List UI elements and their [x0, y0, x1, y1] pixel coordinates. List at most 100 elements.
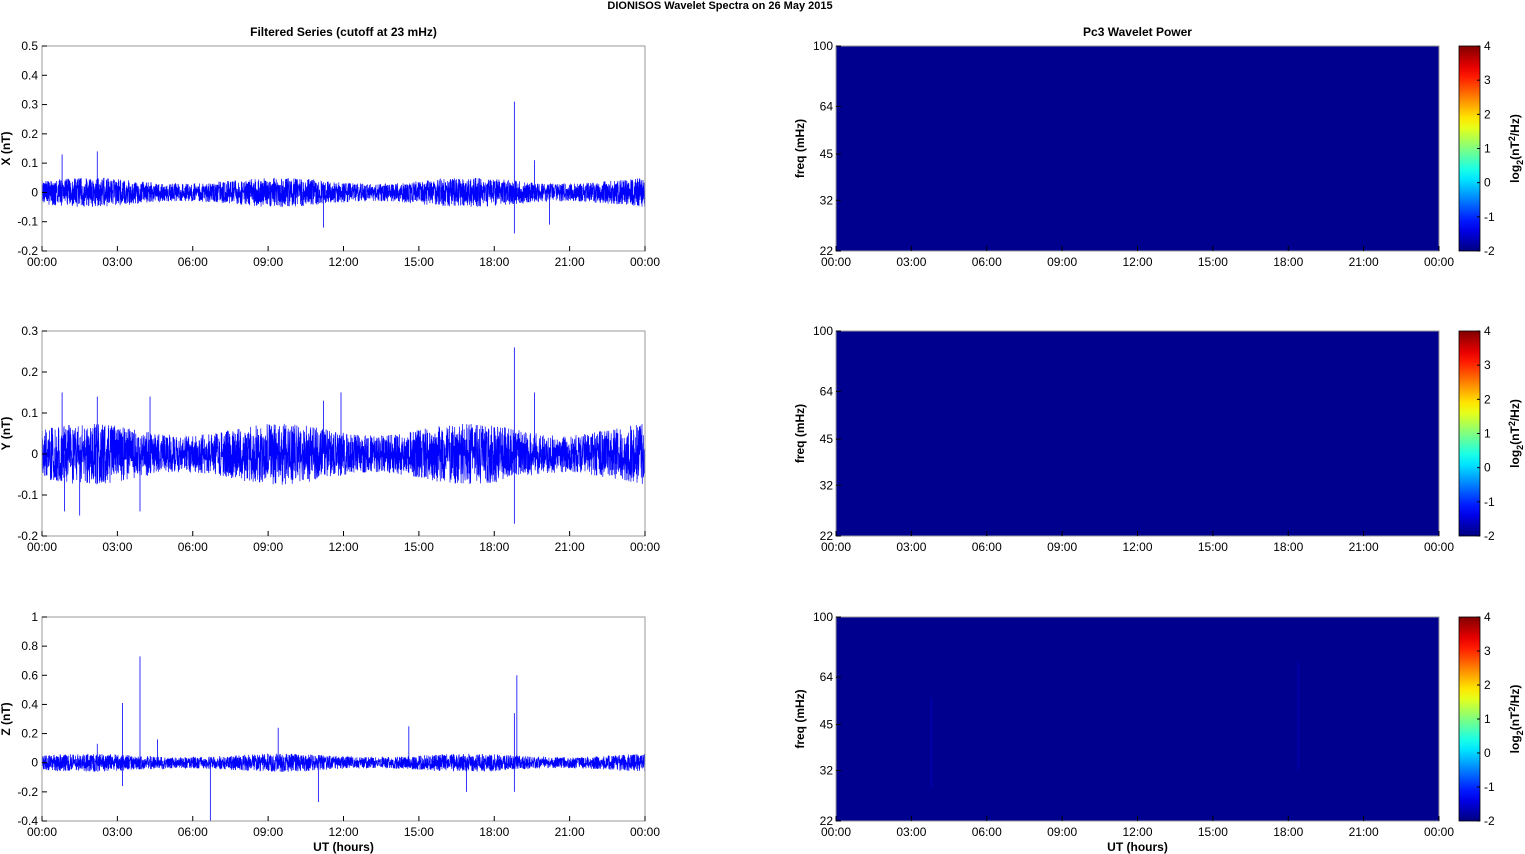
series-y-panel: -0.2 -0.1 0 0.1 0.2 0.3 Y (nT) 00:00 03:00 06:00 0…	[0, 324, 660, 554]
series-z-xtick-label: 18:00	[479, 825, 509, 839]
wavelet-x-xtick-label: 21:00	[1349, 255, 1379, 269]
wavelet-y-xtick-label: 06:00	[972, 540, 1002, 554]
wavelet-y-colorbar-tick-label: 2	[1484, 392, 1491, 406]
series-z-ylabel: Z (nT)	[0, 702, 13, 735]
series-x-ytick-label: 0	[31, 185, 38, 199]
series-x-panel: -0.2 -0.1 0 0.1 0.2 0.3 0.4 0.5 X (nT) 00:00 03:00…	[0, 25, 660, 269]
wavelet-y-ytick-label: 64	[820, 384, 834, 398]
wavelet-x-colorbar-tick-label: 0	[1484, 176, 1491, 190]
series-x-xtick-label: 00:00	[27, 255, 57, 269]
series-y-ylabel: Y (nT)	[0, 417, 13, 451]
wavelet-x-ytick-label: 64	[820, 99, 834, 113]
wavelet-y-xtick-label: 15:00	[1198, 540, 1228, 554]
series-x-ytick-label: 0.1	[21, 156, 38, 170]
series-z-ytick-label: 1	[31, 610, 38, 624]
series-x-xtick-label: 00:00	[630, 255, 660, 269]
series-x-plot-area	[42, 46, 645, 251]
wavelet-y-xtick-label: 12:00	[1122, 540, 1152, 554]
series-y-xtick-label: 00:00	[630, 540, 660, 554]
series-y-xtick-label: 21:00	[555, 540, 585, 554]
series-y-ytick-label: -0.1	[17, 488, 38, 502]
series-x-xtick-label: 06:00	[178, 255, 208, 269]
series-z-trace	[42, 753, 645, 772]
wavelet-y-colorbar-tick-label: 3	[1484, 358, 1491, 372]
wavelet-x-power-map	[836, 46, 1439, 251]
series-y-xtick-label: 09:00	[253, 540, 283, 554]
wavelet-z-ytick-label: 45	[820, 718, 834, 732]
wavelet-z-xtick-label: 09:00	[1047, 825, 1077, 839]
series-x-trace	[42, 177, 645, 207]
series-x-ytick-label: -0.1	[17, 215, 38, 229]
series-y-ytick-label: 0.1	[21, 406, 38, 420]
series-z-xtick-label: 21:00	[555, 825, 585, 839]
wavelet-x-colorbar	[1458, 45, 1481, 252]
wavelet-z-ytick-label: 32	[820, 764, 834, 778]
series-y-xtick-label: 03:00	[102, 540, 132, 554]
wavelet-y-ytick-label: 32	[820, 478, 834, 492]
wavelet-y-colorbar-tick-label: 4	[1484, 324, 1491, 338]
wavelet-z-ylabel: freq (mHz)	[793, 689, 807, 748]
series-x-ytick-label: 0.4	[21, 68, 38, 82]
series-z-ytick-label: -0.4	[17, 814, 38, 828]
series-z-ytick-label: 0	[31, 756, 38, 770]
wavelet-y-xtick-label: 18:00	[1273, 540, 1303, 554]
wavelet-z-xtick-label: 21:00	[1349, 825, 1379, 839]
wavelet-z-colorbar-tick-label: 0	[1484, 746, 1491, 760]
right-column-title: Pc3 Wavelet Power	[1083, 25, 1192, 39]
series-x-xtick-label: 21:00	[555, 255, 585, 269]
wavelet-x-xtick-label: 18:00	[1273, 255, 1303, 269]
series-x-ytick-label: -0.2	[17, 244, 38, 258]
series-z-xtick-label: 15:00	[404, 825, 434, 839]
wavelet-y-colorbar-tick-label: 0	[1484, 461, 1491, 475]
series-z-xtick-label: 00:00	[27, 825, 57, 839]
wavelet-z-colorbar-label: log2(nT2/Hz)	[1507, 685, 1525, 754]
wavelet-x-ytick-label: 45	[820, 147, 834, 161]
series-x-xtick-label: 03:00	[102, 255, 132, 269]
wavelet-z-xtick-label: 00:00	[821, 825, 851, 839]
left-column-title: Filtered Series (cutoff at 23 mHz)	[250, 25, 437, 39]
series-y-ytick-label: 0.3	[21, 324, 38, 338]
wavelet-x-colorbar-tick-label: 4	[1484, 39, 1491, 53]
wavelet-z-colorbar-tick-label: 4	[1484, 610, 1491, 624]
wavelet-y-ylabel: freq (mHz)	[793, 404, 807, 463]
series-y-ytick-label: 0.2	[21, 365, 38, 379]
series-z-xlabel: UT (hours)	[313, 840, 374, 854]
wavelet-z-xtick-label: 06:00	[972, 825, 1002, 839]
series-z-xtick-label: 03:00	[102, 825, 132, 839]
wavelet-y-ytick-label: 45	[820, 432, 834, 446]
series-z-ytick-label: 0.2	[21, 727, 38, 741]
wavelet-x-xtick-label: 00:00	[821, 255, 851, 269]
wavelet-x-xtick-label: 15:00	[1198, 255, 1228, 269]
series-z-ytick-label: 0.8	[21, 639, 38, 653]
series-x-ytick-label: 0.5	[21, 39, 38, 53]
wavelet-z-power-feature	[930, 697, 933, 789]
series-z-plot-area	[42, 617, 645, 821]
wavelet-x-colorbar-tick-label: -1	[1484, 210, 1495, 224]
series-z-xtick-label: 09:00	[253, 825, 283, 839]
wavelet-x-ytick-label: 32	[820, 193, 834, 207]
series-y-ytick-label: 0	[31, 447, 38, 461]
series-x-xtick-label: 12:00	[328, 255, 358, 269]
wavelet-y-xtick-label: 03:00	[896, 540, 926, 554]
series-y-xtick-label: 18:00	[479, 540, 509, 554]
wavelet-z-ytick-label: 64	[820, 670, 834, 684]
wavelet-z-xtick-label: 03:00	[896, 825, 926, 839]
series-z-ytick-label: 0.6	[21, 668, 38, 682]
series-y-xtick-label: 00:00	[27, 540, 57, 554]
wavelet-z-xtick-label: 00:00	[1424, 825, 1454, 839]
series-y-xtick-label: 15:00	[404, 540, 434, 554]
series-y-trace	[42, 423, 645, 485]
wavelet-z-colorbar-tick-label: 1	[1484, 712, 1491, 726]
wavelet-y-xtick-label: 00:00	[1424, 540, 1454, 554]
wavelet-z-ytick-label: 22	[820, 814, 834, 828]
wavelet-z-power-feature	[1297, 661, 1300, 771]
wavelet-z-colorbar	[1458, 616, 1481, 822]
wavelet-x-xtick-label: 00:00	[1424, 255, 1454, 269]
series-z-xtick-label: 06:00	[178, 825, 208, 839]
series-x-ytick-label: 0.3	[21, 98, 38, 112]
wavelet-z-power-map	[836, 617, 1439, 821]
series-x-xtick-label: 15:00	[404, 255, 434, 269]
wavelet-x-colorbar-tick-label: 3	[1484, 73, 1491, 87]
